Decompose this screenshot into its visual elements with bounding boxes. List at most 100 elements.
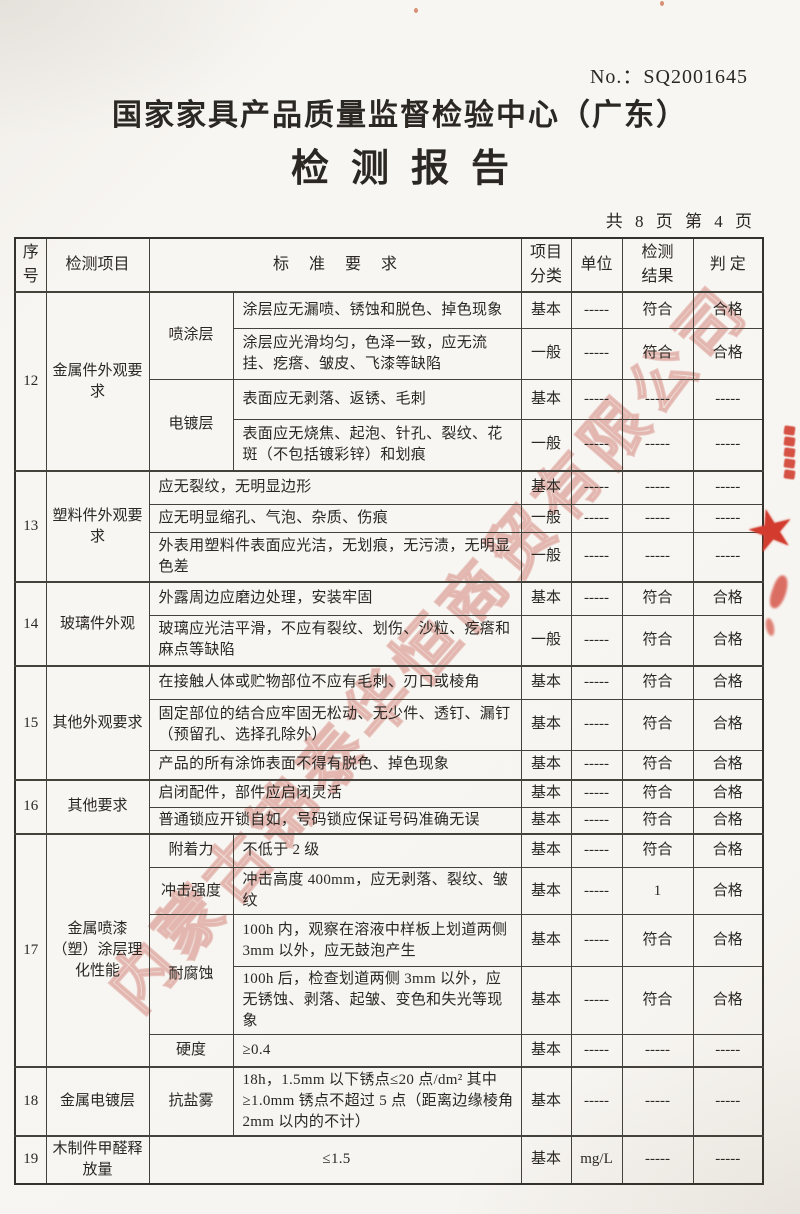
unit-cell: ----- [570, 832, 623, 868]
scan-speck [660, 1, 664, 6]
judge-cell: ----- [692, 418, 764, 472]
result-cell: ----- [621, 1134, 694, 1184]
req-cell: 在接触人体或贮物部位不应有毛刺、刃口或棱角 [148, 665, 522, 700]
table-row: 18 金属电镀层 抗盐雾 18h，1.5mm 以下锈点≤20 点/dm² 其中≥… [14, 1065, 764, 1136]
category-cell: 基本 [520, 581, 572, 616]
judge-cell: 合格 [692, 581, 764, 616]
table-row: 电镀层 表面应无剥落、返锈、毛刺 基本 ----- ----- ----- [15, 378, 764, 472]
judge-cell: ----- [692, 1065, 764, 1136]
judge-cell: 合格 [692, 327, 764, 380]
req-cell: 外表用塑料件表面应光洁，无划痕，无污渍，无明显色差 [148, 531, 522, 583]
seal-text-marks [783, 424, 800, 481]
unit-cell: ----- [570, 378, 623, 420]
category-cell: 基本 [520, 914, 572, 967]
table-row: 15 其他外观要求 在接触人体或贮物部位不应有毛刺、刃口或棱角 基本 -----… [14, 665, 764, 781]
judge-cell: 合格 [692, 832, 764, 868]
item-cell: 木制件甲醛释放量 [45, 1134, 150, 1184]
seq-cell: 16 [14, 779, 47, 834]
table-row: 普通锁应开锁自如，号码锁应保证号码准确无误 基本 ----- 符合 合格 [15, 806, 764, 834]
table-row: 硬度 ≥0.4 基本 ----- ----- ----- [15, 1034, 764, 1067]
col-header-category: 项目分类 [520, 237, 572, 293]
judge-cell: 合格 [692, 614, 764, 667]
req-cell: 不低于 2 级 [232, 832, 522, 868]
center-name-title: 国家家具产品质量监督检验中心（广东） [112, 99, 688, 132]
category-cell: 基本 [520, 470, 572, 505]
judge-cell: ----- [692, 378, 764, 420]
category-cell: 一般 [520, 531, 572, 583]
req-cell: 表面应无剥落、返锈、毛刺 [232, 378, 522, 420]
result-cell: 符合 [621, 581, 694, 616]
category-cell: 一般 [520, 614, 572, 667]
category-cell: 基本 [520, 779, 572, 808]
req-cell: 100h 后，检查划道两侧 3mm 以外，应无锈蚀、剥落、起皱、变色和失光等现象 [232, 966, 522, 1035]
result-cell: 符合 [621, 698, 694, 751]
category-cell: 基本 [520, 1134, 572, 1184]
category-cell: 一般 [520, 418, 572, 472]
item-cell: 金属件外观要求 [45, 291, 150, 472]
req-cell: 冲击高度 400mm，应无剥落、裂纹、皱纹 [232, 867, 522, 915]
result-cell: ----- [621, 1065, 694, 1136]
col-header-result: 检测结果 [621, 237, 694, 293]
unit-cell: ----- [570, 418, 623, 472]
req-cell: 表面应无烧焦、起泡、针孔、裂纹、花斑（不包括镀彩锌）和划痕 [232, 418, 522, 472]
category-cell: 一般 [520, 503, 572, 533]
judge-cell: ----- [692, 1134, 764, 1184]
col-header-seq: 序号 [14, 237, 47, 293]
col-header-judgment: 判 定 [692, 237, 764, 293]
item-cell: 其他要求 [45, 779, 150, 834]
unit-cell: mg/L [570, 1134, 623, 1184]
judge-cell: 合格 [692, 698, 764, 751]
table-row: 100h 后，检查划道两侧 3mm 以外，应无锈蚀、剥落、起皱、变色和失光等现象… [15, 966, 764, 1035]
req-cell: 18h，1.5mm 以下锈点≤20 点/dm² 其中≥1.0mm 锈点不超过 5… [232, 1065, 522, 1136]
unit-cell: ----- [570, 614, 623, 667]
unit-cell: ----- [570, 1065, 623, 1136]
category-cell: 基本 [520, 665, 572, 700]
req-cell: 外露周边应磨边处理，安装牢固 [148, 581, 522, 616]
item-cell: 玻璃件外观 [45, 581, 150, 667]
item-cell: 金属电镀层 [45, 1065, 150, 1136]
result-cell: 符合 [621, 914, 694, 967]
report-number: No.：SQ2001645 [589, 66, 748, 88]
judge-cell: ----- [692, 503, 764, 533]
req-cell: ≤1.5 [148, 1134, 522, 1184]
report-title: 检测报告 [290, 148, 531, 190]
table-header-row: 序号 检测项目 标 准 要 求 项目分类 单位 检测结果 判 定 [14, 237, 764, 293]
seal-smudge [764, 617, 776, 637]
seal-smudge [766, 573, 792, 611]
req-cell: 涂层应无漏喷、锈蚀和脱色、掉色现象 [232, 291, 522, 329]
judge-cell: ----- [692, 1034, 764, 1067]
req-cell: 玻璃应光洁平滑，不应有裂纹、划伤、沙粒、疙瘩和麻点等缺陷 [148, 614, 522, 667]
unit-cell: ----- [570, 531, 623, 583]
seq-cell: 12 [14, 291, 47, 472]
table-row: 19 木制件甲醛释放量 ≤1.5 基本 mg/L ----- ----- [14, 1134, 764, 1184]
inspection-table: 序号 检测项目 标 准 要 求 项目分类 单位 检测结果 判 定 12 金属件外… [14, 237, 765, 1185]
req-cell: 普通锁应开锁自如，号码锁应保证号码准确无误 [148, 806, 522, 834]
part-cell: 电镀层 [148, 378, 234, 472]
category-cell: 基本 [520, 832, 572, 868]
table-row: 固定部位的结合应牢固无松动、无少件、透钉、漏钉（预留孔、选择孔除外） 基本 --… [15, 698, 764, 751]
table-row: 玻璃应光洁平滑，不应有裂纹、划伤、沙粒、疙瘩和麻点等缺陷 一般 ----- 符合… [15, 614, 764, 667]
req-cell: 应无明显缩孔、气泡、杂质、伤痕 [148, 503, 522, 533]
table-row: 耐腐蚀 100h 内，观察在溶液中样板上划道两侧 3mm 以外，应无鼓泡产生 基… [15, 914, 764, 1035]
unit-cell: ----- [570, 1034, 623, 1067]
unit-cell: ----- [570, 749, 623, 781]
part-cell: 附着力 [148, 832, 234, 868]
category-cell: 基本 [520, 966, 572, 1035]
table-row: 产品的所有涂饰表面不得有脱色、掉色现象 基本 ----- 符合 合格 [15, 749, 764, 781]
req-cell: 产品的所有涂饰表面不得有脱色、掉色现象 [148, 749, 522, 781]
part-cell: 冲击强度 [148, 867, 234, 915]
req-cell: ≥0.4 [232, 1034, 522, 1067]
result-cell: ----- [621, 470, 694, 505]
judge-cell: 合格 [692, 806, 764, 834]
judge-cell: 合格 [692, 914, 764, 967]
table-row: 表面应无烧焦、起泡、针孔、裂纹、花斑（不包括镀彩锌）和划痕 一般 ----- -… [15, 418, 764, 472]
unit-cell: ----- [570, 291, 623, 329]
result-cell: ----- [621, 378, 694, 420]
item-cell: 塑料件外观要求 [45, 470, 150, 583]
result-cell: 符合 [621, 291, 694, 329]
judge-cell: ----- [692, 531, 764, 583]
category-cell: 基本 [520, 1034, 572, 1067]
unit-cell: ----- [570, 966, 623, 1035]
req-cell: 涂层应光滑均匀，色泽一致，应无流挂、疙瘩、皱皮、飞漆等缺陷 [232, 327, 522, 380]
